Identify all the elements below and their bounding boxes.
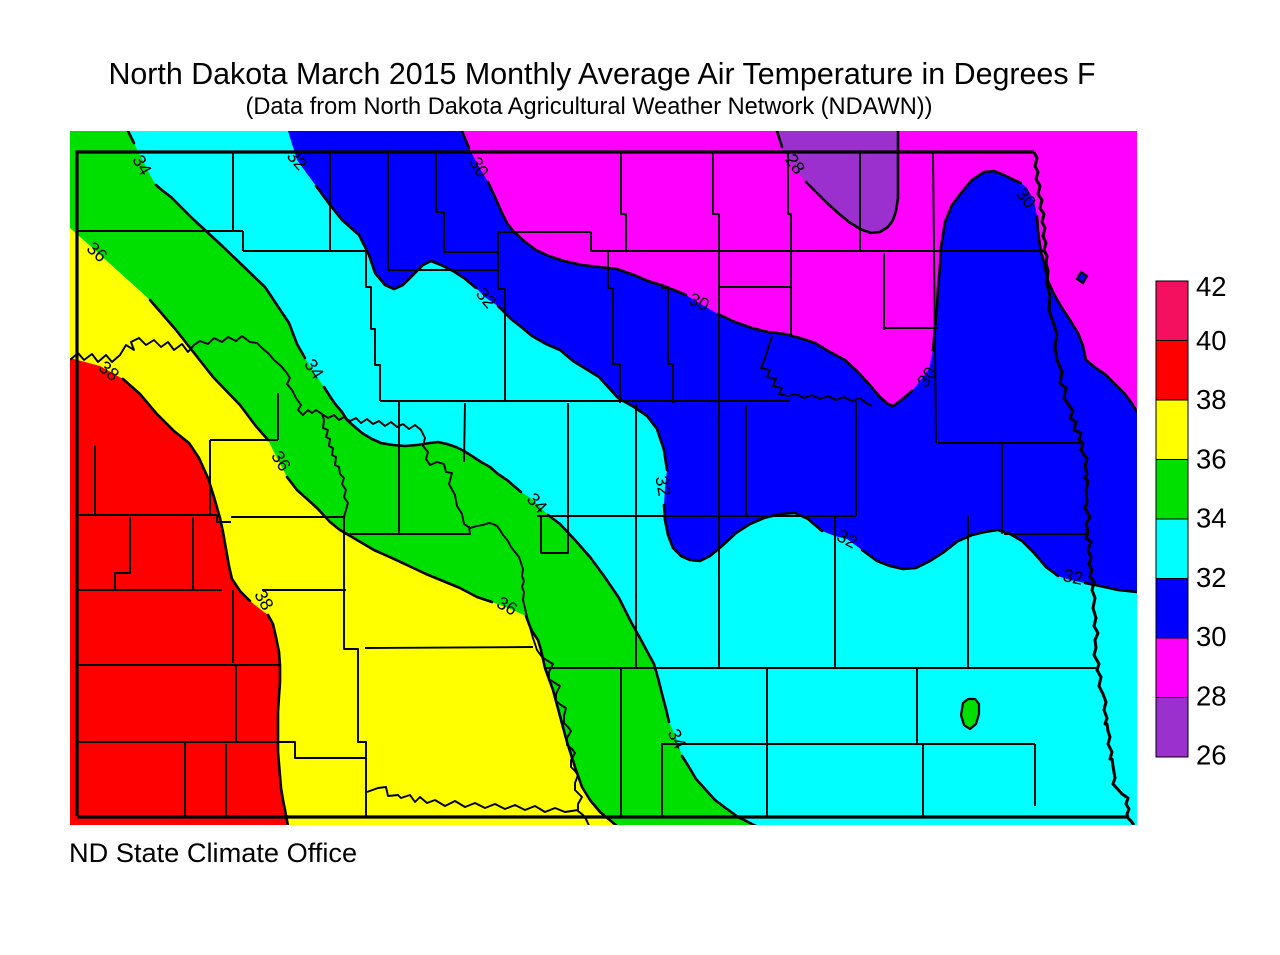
svg-text:42: 42 [1196, 271, 1227, 302]
svg-text:32: 32 [651, 474, 674, 497]
svg-text:32: 32 [1061, 565, 1085, 589]
svg-text:34: 34 [1196, 503, 1227, 534]
svg-text:(Data from North Dakota Agricu: (Data from North Dakota Agricultural Wea… [245, 94, 932, 120]
svg-text:32: 32 [1196, 562, 1227, 593]
svg-text:40: 40 [1196, 325, 1227, 356]
svg-text:36: 36 [1196, 443, 1227, 474]
svg-text:38: 38 [1196, 384, 1227, 415]
svg-text:26: 26 [1196, 740, 1227, 771]
svg-text:North Dakota March 2015 Monthl: North Dakota March 2015 Monthly Average … [108, 57, 1095, 91]
svg-text:ND State Climate Office: ND State Climate Office [69, 837, 357, 868]
svg-text:28: 28 [1196, 680, 1227, 711]
svg-text:30: 30 [1196, 621, 1227, 652]
